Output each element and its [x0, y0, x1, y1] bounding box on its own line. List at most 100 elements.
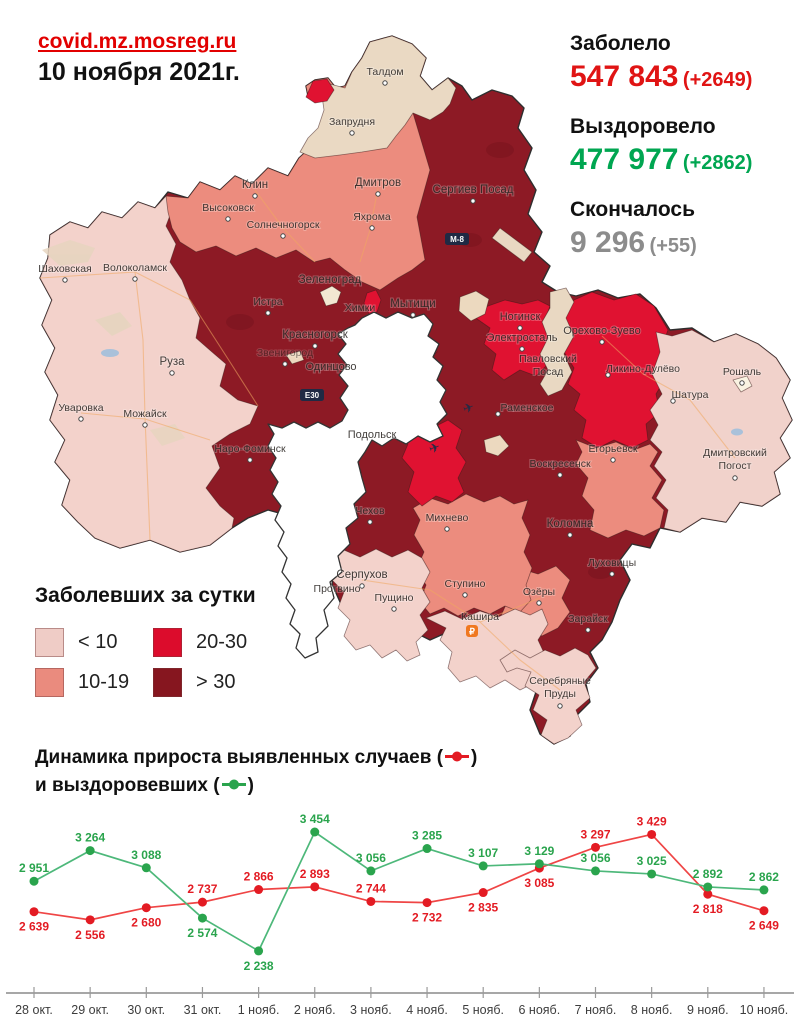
- data-point: [310, 827, 320, 837]
- data-point: [366, 866, 376, 876]
- map-label: Павловский: [519, 353, 577, 365]
- legend-swatch-gt30: [153, 667, 182, 697]
- data-point: [254, 885, 264, 895]
- data-point-label: 2 862: [749, 870, 779, 884]
- patch-noginsk-west-beige: [458, 290, 490, 322]
- town-dot: [142, 422, 148, 428]
- town-dot: [369, 225, 375, 231]
- x-tick-label: 2 нояб.: [294, 1003, 336, 1017]
- stat-deceased-label: Скончалось: [570, 198, 695, 221]
- x-tick-label: 1 нояб.: [238, 1003, 280, 1017]
- patch-ramenskoye-beige: [483, 434, 510, 457]
- x-tick-label: 31 окт.: [184, 1003, 222, 1017]
- town-dot: [557, 703, 563, 709]
- legend-item-lt10: < 10: [35, 622, 153, 662]
- airplane-icon: ✈: [461, 399, 476, 417]
- town-dot: [375, 191, 381, 197]
- region-shatura-light: [649, 329, 793, 533]
- stat-infected-value: 547 843: [570, 60, 679, 93]
- map-label: Красногорск: [282, 329, 348, 341]
- patch-zelenograd-beige: [319, 285, 342, 307]
- data-point-label: 2 639: [19, 920, 49, 934]
- town-dot: [282, 361, 288, 367]
- data-point-label: 2 574: [187, 926, 217, 940]
- recovered-marker-icon: [221, 779, 246, 790]
- town-dot: [382, 80, 388, 86]
- data-point-label: 2 737: [187, 882, 217, 896]
- town-dot: [536, 600, 542, 606]
- series-line-recovered: [33, 830, 764, 953]
- road-badge: [300, 389, 324, 401]
- map-label: Ликино-Дулёво: [606, 363, 680, 375]
- x-tick-label: 8 нояб.: [631, 1003, 673, 1017]
- data-point-label: 3 088: [131, 848, 161, 862]
- town-dot: [557, 472, 563, 478]
- data-point: [85, 846, 95, 856]
- region-taldom-beige: [299, 35, 457, 159]
- map-label: Дмитровский: [703, 447, 767, 459]
- region-orekhovo-bright: [561, 291, 669, 449]
- town-dot: [585, 627, 591, 633]
- town-dot: [609, 571, 615, 577]
- data-point-label: 3 085: [524, 876, 554, 890]
- legend-item-gt30: > 30: [153, 662, 315, 702]
- chart-title: Динамика прироста выявленных случаев () …: [35, 747, 478, 796]
- data-point: [422, 898, 432, 908]
- stat-recovered-value: 477 977: [570, 143, 679, 176]
- x-tick-label: 5 нояб.: [462, 1003, 504, 1017]
- data-point-label: 2 238: [244, 959, 274, 973]
- town-dot: [519, 346, 525, 352]
- x-tick-label: 30 окт.: [127, 1003, 165, 1017]
- road-badge-label: Е30: [305, 391, 320, 400]
- map-label: Зеленоград: [299, 274, 362, 286]
- series-line-cases: [33, 833, 765, 921]
- map-label: Пруды: [544, 688, 576, 700]
- data-point: [703, 889, 713, 899]
- moscow-city-cutout: [267, 311, 448, 659]
- map-label: Электросталь: [487, 332, 558, 344]
- data-point: [759, 906, 769, 916]
- patch-sergiev-strip: [491, 227, 533, 263]
- daily-dynamics-chart: 28 окт. 29 окт. 30 окт. 31 окт. 1 нояб. 2 ноя…: [6, 812, 794, 1017]
- map-label: Раменское: [501, 402, 554, 414]
- map-label: Серпухов: [336, 569, 387, 581]
- town-dot: [132, 276, 138, 282]
- map-label: Талдом: [366, 66, 403, 78]
- map-label: Дмитров: [355, 177, 401, 189]
- town-dot: [391, 606, 397, 612]
- town-dot: [410, 312, 416, 318]
- town-dot: [169, 370, 175, 376]
- x-tick-label: 4 нояб.: [406, 1003, 448, 1017]
- map-label: Химки: [345, 302, 376, 314]
- data-point: [197, 897, 207, 907]
- data-point-label: 3 264: [75, 831, 105, 845]
- data-point: [29, 907, 39, 917]
- data-point: [703, 882, 713, 892]
- region-serpukhov-light: [327, 548, 431, 662]
- x-tick-label: 3 нояб.: [350, 1003, 392, 1017]
- legend-item-10-19: 10-19: [35, 662, 153, 702]
- data-point-label: 2 835: [468, 901, 498, 915]
- map-label: Высоковск: [202, 202, 254, 214]
- data-point-label: 2 556: [75, 928, 105, 942]
- data-point: [422, 844, 432, 854]
- map-label: Руза: [159, 356, 185, 368]
- data-point: [29, 876, 39, 886]
- site-link[interactable]: covid.mz.mosreg.ru: [38, 30, 237, 53]
- map-label: Шаховская: [38, 263, 92, 275]
- data-point: [647, 869, 657, 879]
- water-ruza-reservoir: [101, 349, 119, 357]
- map-label: Егорьевск: [589, 443, 638, 455]
- svg-text:₽: ₽: [469, 627, 475, 637]
- stat-infected-label: Заболело: [570, 32, 671, 55]
- town-dot: [252, 193, 258, 199]
- map-label: Серебряные: [529, 675, 591, 687]
- stat-deceased: Скончалось 9 296 (+55): [570, 198, 795, 260]
- stat-deceased-value: 9 296: [570, 226, 646, 259]
- map-label: Яхрома: [353, 211, 391, 223]
- map-label: Кашира: [461, 611, 499, 623]
- data-point-label: 3 107: [468, 846, 498, 860]
- map-label: Рошаль: [723, 366, 762, 378]
- town-dot: [462, 592, 468, 598]
- town-dot: [495, 411, 501, 417]
